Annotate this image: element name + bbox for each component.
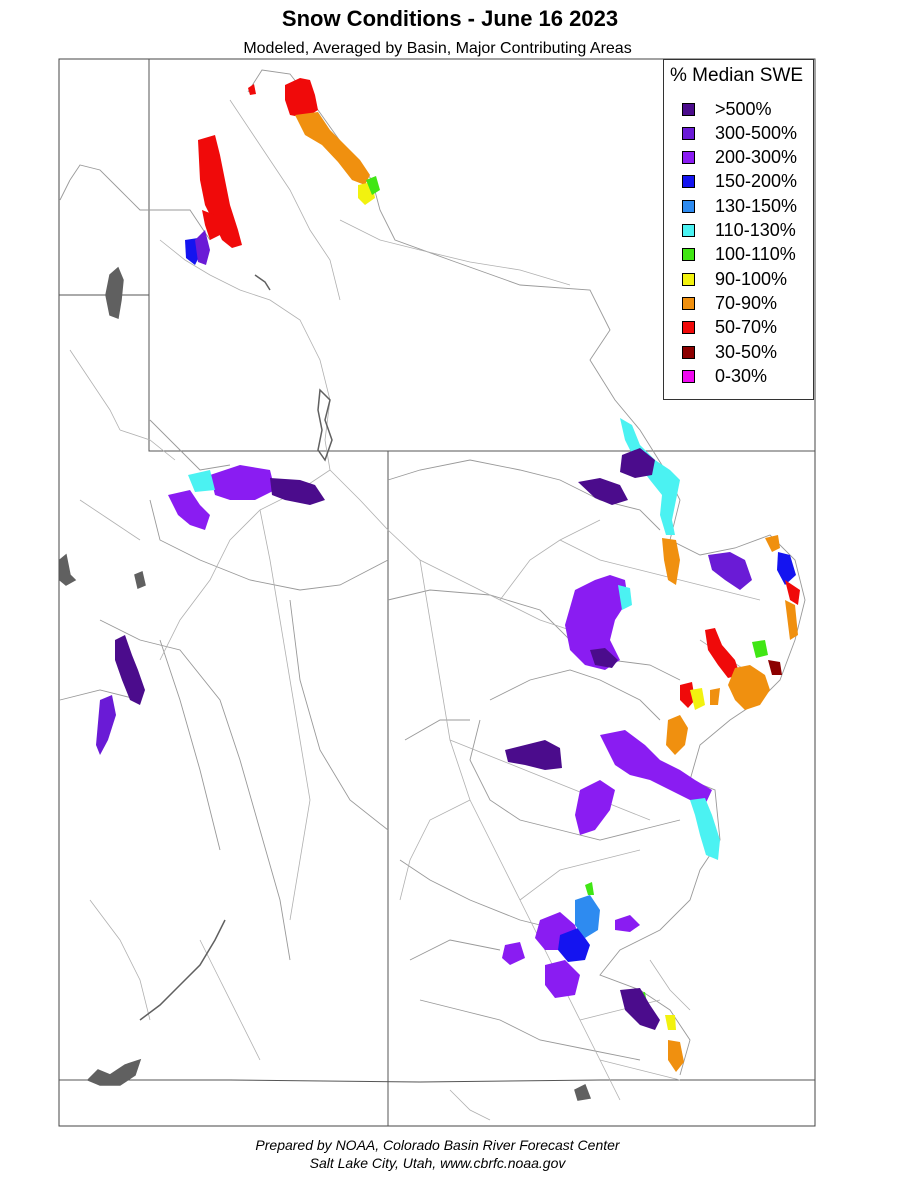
snow-patch-south-purple bbox=[575, 730, 712, 835]
snow-patch-east-indigo-2 bbox=[590, 648, 618, 668]
rivers bbox=[69, 99, 761, 1121]
legend-label: 70-90% bbox=[715, 292, 778, 313]
snow-patch-north-orange bbox=[295, 112, 370, 185]
snow-patch-northwest-red bbox=[198, 135, 242, 248]
legend-swatch bbox=[682, 369, 695, 383]
snow-patch-north-red bbox=[248, 78, 318, 118]
snow-patch-far-south bbox=[620, 988, 660, 1030]
snow-patch-central-cyan bbox=[188, 470, 215, 492]
legend-swatch bbox=[682, 199, 695, 213]
map-subtitle: Modeled, Averaged by Basin, Major Contri… bbox=[243, 40, 632, 57]
legend-label: 150-200% bbox=[715, 171, 798, 192]
legend-swatch bbox=[682, 126, 695, 140]
legend-swatch bbox=[682, 345, 695, 359]
snow-patch-far-south-orange bbox=[668, 1040, 684, 1072]
snow-patch-east-cyan bbox=[620, 418, 680, 535]
lakes-and-reservoirs bbox=[59, 266, 592, 1101]
legend-swatch bbox=[682, 151, 695, 165]
legend-item: 100-110% bbox=[682, 244, 796, 266]
legend-swatch bbox=[682, 296, 695, 310]
legend-item: 50-70% bbox=[682, 317, 777, 339]
legend-label: 110-130% bbox=[715, 220, 796, 240]
legend-swatch bbox=[682, 224, 695, 237]
credit-line-2: Salt Lake City, Utah, www.cbrfc.noaa.gov bbox=[309, 1155, 566, 1171]
snow-patch-central-purple bbox=[168, 465, 275, 530]
legend-swatch bbox=[682, 321, 695, 335]
legend-item: 90-100% bbox=[682, 268, 787, 290]
snow-patch-east-orange bbox=[662, 535, 780, 585]
snow-patch-southeast-green bbox=[752, 640, 768, 658]
legend-label: 300-500% bbox=[715, 122, 798, 143]
map-legend: % Median SWE >500% 300-500% 200-300% 150-20… bbox=[663, 59, 814, 400]
legend-item: 150-200% bbox=[682, 171, 797, 193]
state-borders bbox=[59, 59, 815, 1126]
snow-patch-east-cyan-2 bbox=[618, 585, 632, 610]
legend-item: 200-300% bbox=[682, 147, 797, 169]
credit-line-1: Prepared by NOAA, Colorado Basin River F… bbox=[255, 1137, 620, 1153]
snow-patch-central-indigo bbox=[270, 478, 325, 505]
legend-swatch bbox=[682, 175, 695, 189]
legend-swatch bbox=[682, 102, 695, 116]
snow-patch-west-purple bbox=[96, 695, 116, 755]
snow-patch-south-indigo bbox=[505, 740, 562, 770]
legend-label: 90-100% bbox=[715, 268, 788, 289]
legend-item: 0-30% bbox=[682, 365, 767, 387]
legend-item: 110-130% bbox=[682, 220, 796, 242]
legend-swatch bbox=[682, 248, 695, 262]
map-title: Snow Conditions - June 16 2023 bbox=[281, 6, 619, 31]
snow-patch-northwest-blue bbox=[185, 230, 210, 265]
legend-label: 50-70% bbox=[715, 317, 778, 338]
snow-patch-southeast-orange bbox=[666, 600, 798, 755]
snow-patch-west-indigo bbox=[115, 635, 145, 705]
legend-label: 30-50% bbox=[715, 341, 778, 362]
snow-patch-east-blue bbox=[777, 552, 796, 585]
legend-label: 100-110% bbox=[715, 244, 796, 265]
snow-patch-southeast-red bbox=[680, 580, 800, 708]
snow-patch-southwest-lightblue bbox=[575, 895, 600, 938]
legend-item: >500% bbox=[682, 98, 772, 120]
legend-title: % Median SWE bbox=[670, 65, 804, 86]
legend-label: 130-150% bbox=[715, 195, 798, 216]
snow-patch-southwest-blue bbox=[558, 928, 590, 962]
legend-swatch bbox=[682, 272, 695, 286]
legend-label: 0-30% bbox=[715, 365, 768, 386]
snow-patch-north-green bbox=[366, 176, 380, 195]
legend-item: 70-90% bbox=[682, 292, 777, 314]
snow-patch-east-indigo bbox=[578, 448, 655, 505]
legend-label: 200-300% bbox=[715, 147, 798, 168]
snow-patch-far-south-yellow bbox=[665, 1015, 676, 1030]
snow-patch-east-purple-large bbox=[565, 575, 628, 670]
legend-item: 300-500% bbox=[682, 122, 797, 144]
snow-patch-south-cyan bbox=[690, 798, 720, 860]
snow-patch-east-ridge bbox=[708, 552, 752, 590]
legend-label: >500% bbox=[715, 98, 772, 119]
legend-item: 30-50% bbox=[682, 341, 777, 363]
legend-item: 130-150% bbox=[682, 195, 797, 217]
snow-patch-southeast-yellow bbox=[690, 688, 705, 710]
map-frame bbox=[58, 58, 816, 1127]
